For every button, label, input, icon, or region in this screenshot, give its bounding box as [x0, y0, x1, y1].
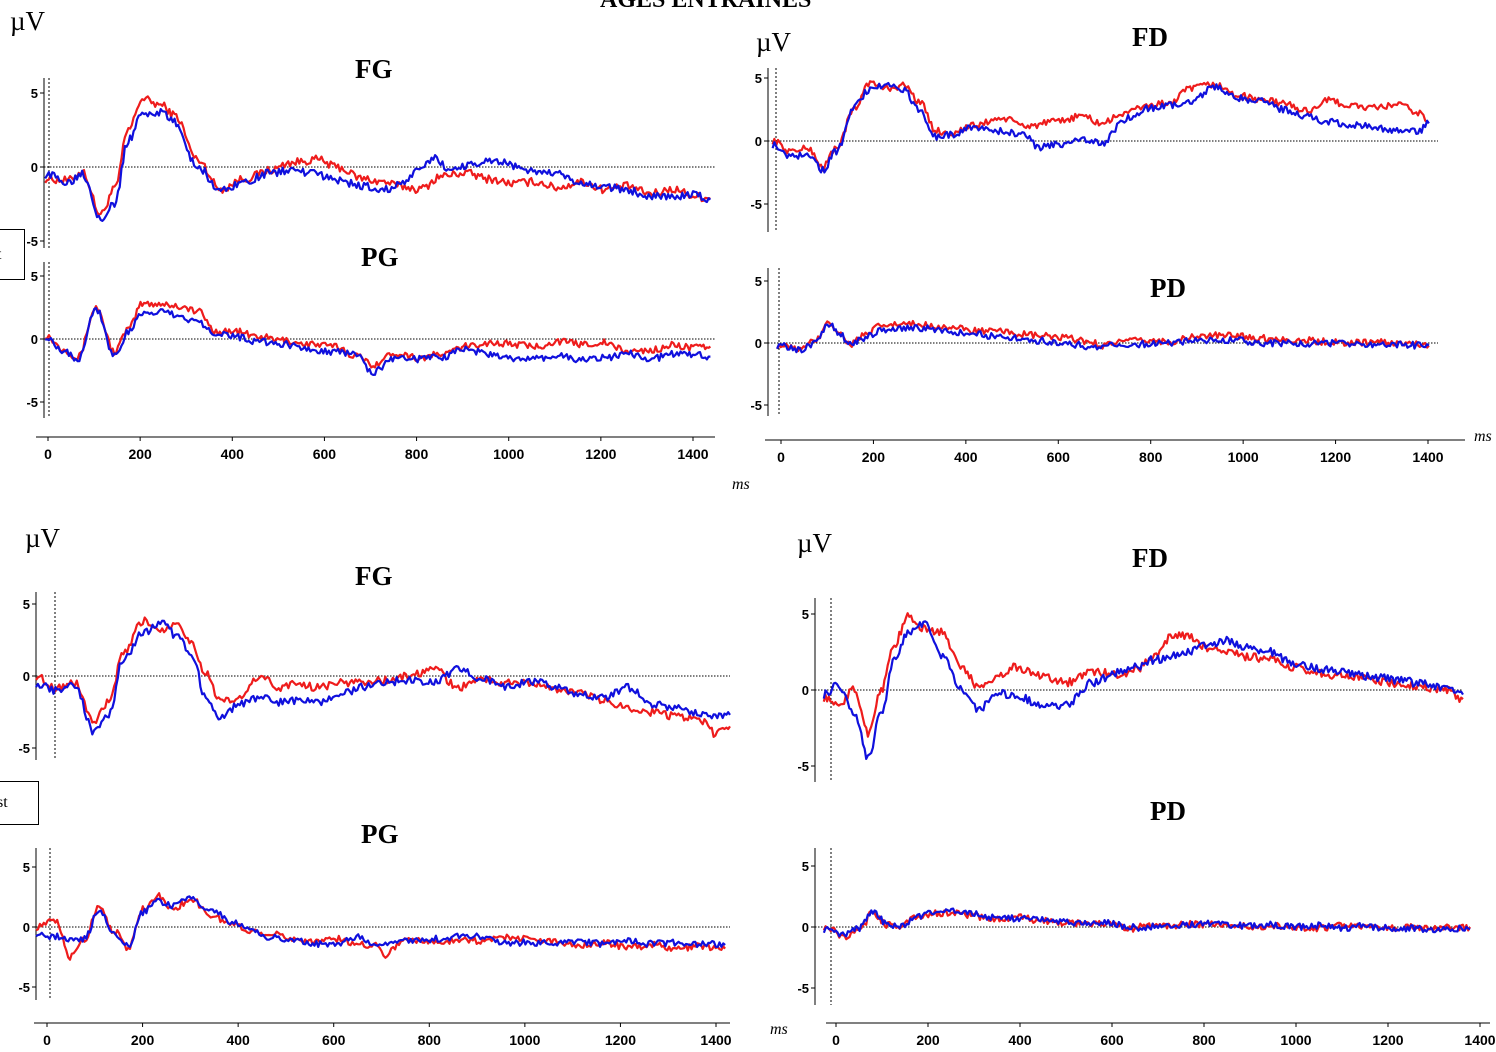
- x-tick-label: 1400: [1412, 449, 1443, 465]
- x-tick-label: 800: [405, 446, 429, 462]
- x-tick-label: 600: [313, 446, 337, 462]
- y-tick-label: 5: [755, 274, 762, 289]
- x-tick-label: 200: [916, 1032, 940, 1048]
- time-unit-label: ms: [732, 476, 750, 493]
- y-tick-label: 0: [31, 160, 38, 175]
- y-tick-label: -5: [797, 759, 809, 774]
- x-tick-label: 1200: [585, 446, 616, 462]
- series-line-blue: [44, 307, 711, 376]
- unit-label: µV: [25, 523, 61, 553]
- time-unit-label: ms: [770, 1021, 788, 1038]
- y-tick-label: -5: [26, 234, 38, 249]
- unit-label: µV: [797, 528, 833, 558]
- series-line-blue: [822, 620, 1464, 761]
- y-tick-label: -5: [26, 395, 38, 410]
- y-tick-label: 0: [802, 683, 809, 698]
- panel-title-pd-bottom: PD: [1150, 796, 1186, 826]
- y-tick-label: 0: [23, 920, 30, 935]
- y-tick-label: 5: [755, 71, 762, 86]
- x-tick-label: 1000: [1228, 449, 1259, 465]
- x-tick-label: 1200: [1320, 449, 1351, 465]
- series-line-blue: [776, 322, 1430, 354]
- unit-label: µV: [756, 27, 792, 57]
- y-tick-label: 5: [802, 607, 809, 622]
- x-tick-label: 800: [1192, 1032, 1216, 1048]
- x-tick-label: 800: [1139, 449, 1163, 465]
- y-tick-label: 5: [31, 86, 38, 101]
- x-tick-label: 200: [128, 446, 152, 462]
- unit-label: µV: [10, 6, 46, 36]
- x-tick-label: 1000: [493, 446, 524, 462]
- series-line-red: [45, 300, 712, 369]
- x-tick-label: 1400: [677, 446, 708, 462]
- series-line-blue: [771, 81, 1430, 174]
- panel-title-fg-bottom: FG: [355, 561, 393, 591]
- y-tick-label: 5: [23, 597, 30, 612]
- x-tick-label: 1400: [1464, 1032, 1495, 1048]
- legend-box-text: st: [0, 794, 8, 811]
- series-line-blue: [35, 895, 726, 949]
- x-tick-label: 400: [954, 449, 978, 465]
- x-tick-label: 1000: [509, 1032, 540, 1048]
- y-tick-label: -5: [750, 197, 762, 212]
- panel-title-pg-top: PG: [361, 242, 399, 272]
- y-tick-label: -5: [750, 398, 762, 413]
- x-tick-label: 400: [226, 1032, 250, 1048]
- y-tick-label: 0: [802, 920, 809, 935]
- series-line-red: [822, 612, 1464, 738]
- x-tick-label: 0: [777, 449, 785, 465]
- x-tick-label: 600: [1100, 1032, 1124, 1048]
- legend-box-text: t: [0, 246, 1, 263]
- x-tick-label: 0: [43, 1032, 51, 1048]
- y-tick-label: 5: [802, 859, 809, 874]
- y-tick-label: -5: [797, 981, 809, 996]
- x-tick-label: 400: [221, 446, 245, 462]
- panel-title-fd-bottom: FD: [1132, 543, 1168, 573]
- series-line-blue: [822, 907, 1471, 938]
- panel-title-fd-top: FD: [1132, 22, 1168, 52]
- y-tick-label: 5: [23, 860, 30, 875]
- x-tick-label: 400: [1008, 1032, 1032, 1048]
- y-tick-label: 5: [31, 269, 38, 284]
- panel-title-fg-top: FG: [355, 54, 393, 84]
- panel-title-pg-bottom: PG: [361, 819, 399, 849]
- x-tick-label: 1200: [605, 1032, 636, 1048]
- legend-box-cropped: t: [0, 229, 25, 280]
- x-tick-label: 1400: [700, 1032, 731, 1048]
- y-tick-label: -5: [18, 980, 30, 995]
- x-tick-label: 0: [832, 1032, 840, 1048]
- x-tick-label: 1200: [1372, 1032, 1403, 1048]
- y-tick-label: 0: [755, 336, 762, 351]
- y-tick-label: -5: [18, 741, 30, 756]
- series-line-red: [771, 80, 1430, 172]
- time-unit-label: ms: [1474, 428, 1492, 445]
- legend-box-cropped: st: [0, 781, 39, 825]
- x-tick-label: 0: [44, 446, 52, 462]
- x-tick-label: 600: [322, 1032, 346, 1048]
- y-tick-label: 0: [755, 134, 762, 149]
- series-line-blue: [35, 619, 731, 736]
- x-tick-label: 200: [862, 449, 886, 465]
- x-tick-label: 1000: [1280, 1032, 1311, 1048]
- x-tick-label: 600: [1047, 449, 1071, 465]
- y-tick-label: 0: [23, 669, 30, 684]
- y-tick-label: 0: [31, 332, 38, 347]
- figure-title: AGES ENTRAÎNÉS: [600, 0, 812, 13]
- x-tick-label: 800: [418, 1032, 442, 1048]
- panel-title-pd-top: PD: [1150, 273, 1186, 303]
- series-line-red: [35, 892, 726, 961]
- x-tick-label: 200: [131, 1032, 155, 1048]
- series-line-blue: [44, 107, 712, 222]
